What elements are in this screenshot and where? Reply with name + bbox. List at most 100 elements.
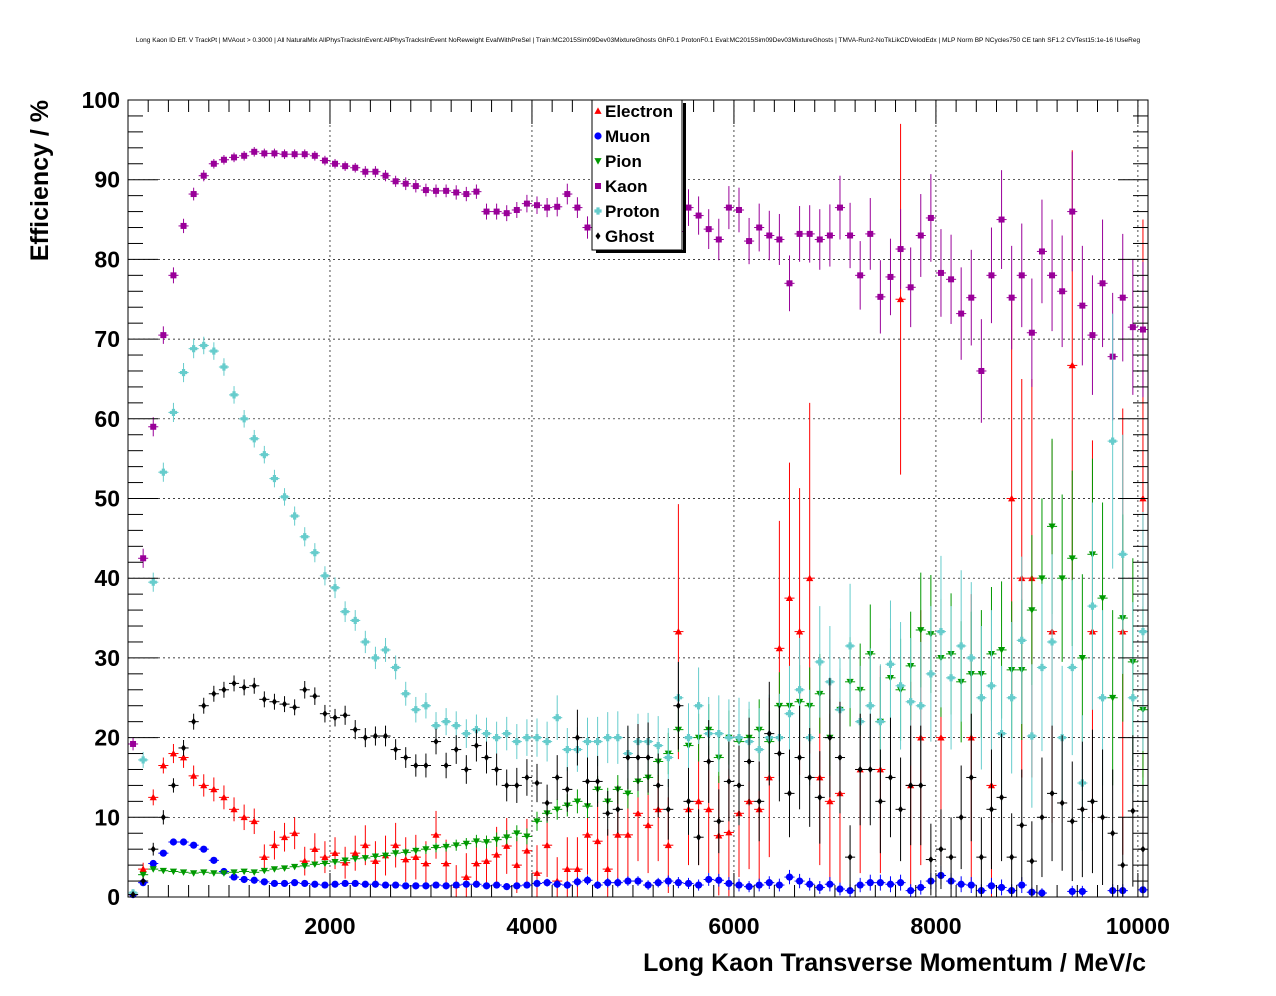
pion-point [392,850,400,857]
proton-point [907,698,915,706]
proton-point [543,737,551,746]
ghost-point [201,702,207,710]
ghost-point [292,703,298,711]
ghost-point [282,700,288,708]
pion-point [190,870,198,877]
proton-point [179,368,188,377]
muon-point [997,883,1006,892]
electron-point [503,842,511,849]
electron-point [1068,361,1076,369]
kaon-point [786,280,793,287]
pion-point [472,838,481,845]
proton-point [190,345,198,353]
electron-point [664,841,672,849]
muon-point [806,880,814,888]
ghost-point [221,686,227,694]
muon-point [472,880,481,888]
ghost-point [261,695,267,703]
ghost-point [918,781,924,790]
electron-point [563,865,571,872]
kaon-point [988,272,995,279]
electron-point [280,833,289,841]
kaon-point [291,151,298,158]
muon-point [371,880,380,888]
kaon-point [705,226,712,233]
ghost-point [605,809,611,817]
ghost-point [554,773,560,782]
ghost-point [685,797,692,805]
proton-point [886,660,895,668]
proton-point [583,737,592,746]
muon-point [149,859,157,868]
ghost-point [584,777,591,786]
proton-point [785,710,794,718]
electron-point [1008,494,1016,502]
proton-point [594,737,602,746]
pion-point [412,847,420,855]
proton-point [725,734,733,742]
kaon-point [1129,324,1136,331]
muon-point [1018,881,1026,889]
electron-point [472,859,481,867]
electron-point [351,849,359,857]
kaon-point [281,151,288,158]
kaon-point [725,204,732,211]
ghost-point [342,711,348,719]
ghost-point [988,805,994,813]
proton-point [402,690,410,698]
muon-point [543,879,551,887]
ghost-point [322,710,328,718]
series-proton [128,313,1148,897]
pion-point [402,849,410,856]
ghost-point [1100,813,1106,821]
ghost-point [564,785,570,794]
ghost-point [1009,853,1015,861]
electron-point [230,805,238,813]
ghost-point [483,753,490,762]
electron-point [442,859,450,867]
ghost-point [635,753,641,762]
kaon-point [251,148,258,155]
ghost-point [625,753,631,762]
pion-point [179,869,188,876]
kaon-point [877,293,884,300]
proton-point [694,702,703,710]
electron-point [482,857,491,865]
electron-point [543,841,551,849]
muon-point [644,881,652,889]
ghost-point [504,781,510,790]
proton-point [432,722,440,730]
proton-point [1068,663,1076,672]
kaon-point [372,168,379,175]
muon-point [412,882,420,890]
kaon-point [473,188,480,195]
pion-point [422,846,430,853]
y-tick-label: 60 [94,406,120,432]
ghost-point [372,732,378,740]
kaon-point [826,232,833,239]
electron-point [432,831,440,838]
ghost-point [1029,857,1035,865]
kaon-point [816,236,823,243]
proton-point [1098,694,1107,702]
proton-point [896,682,905,690]
kaon-point [433,187,440,194]
muon-point [745,883,753,891]
kaon-point [382,172,389,179]
ghost-point [1059,799,1065,807]
y-tick-label: 10 [94,804,120,830]
ghost-point [574,734,580,742]
muon-point [826,880,834,888]
pion-point [321,860,329,868]
pion-point [573,798,582,805]
muon-point [230,873,238,881]
ghost-point [352,726,358,734]
muon-point [260,878,268,886]
electron-point [604,865,612,872]
ghost-point [423,761,429,770]
kaon-point [948,276,955,283]
kaon-point [342,163,349,170]
electron-point [260,853,268,861]
electron-point [139,865,147,872]
ghost-point [302,686,308,694]
